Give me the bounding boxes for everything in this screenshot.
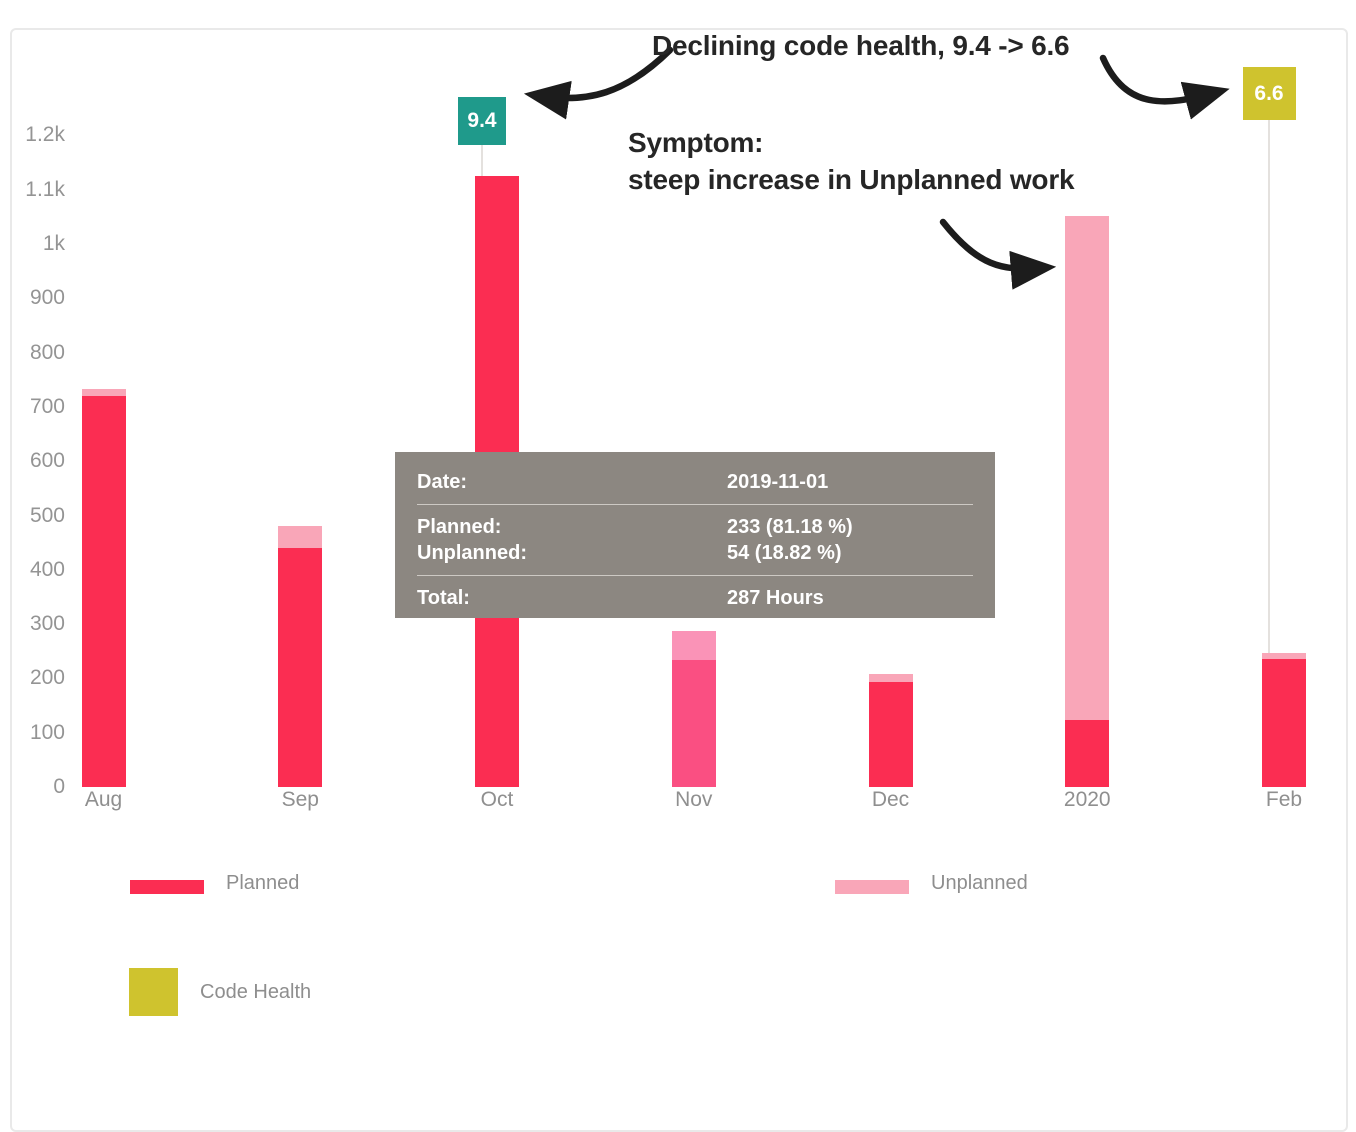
tooltip-total-label: Total: xyxy=(417,587,470,609)
tooltip-planned-row: Planned: 233 (81.18 %) xyxy=(417,514,973,540)
tooltip-date-label: Date: xyxy=(417,471,468,493)
bar-feb-unplanned-segment[interactable] xyxy=(1262,652,1306,659)
y-axis-tick-1.1k: 1.1k xyxy=(25,177,65,201)
planned-swatch-icon xyxy=(130,879,204,894)
bar-2020-planned-segment[interactable] xyxy=(1065,720,1110,787)
y-axis-tick-1k: 1k xyxy=(42,232,65,255)
y-axis-tick-900: 900 xyxy=(29,286,65,310)
unplanned-swatch-icon xyxy=(835,879,909,894)
x-axis-label-sep: Sep xyxy=(281,788,319,811)
tooltip-total-value: 287 Hours xyxy=(727,587,824,609)
stacked-bar-chart: 0 100 200 300 400 500 600 700 800 900 1k 1.1k 1.2k Au… xyxy=(25,67,1306,811)
legend-item-unplanned[interactable]: Unplanned xyxy=(835,872,1028,895)
tooltip-separator xyxy=(417,575,973,576)
y-axis-tick-500: 500 xyxy=(29,503,65,527)
legend-item-code-health[interactable]: Code Health xyxy=(129,968,311,1016)
legend-code-health-label: Code Health xyxy=(200,980,312,1003)
y-axis-tick-600: 600 xyxy=(29,449,65,473)
y-axis-tick-0: 0 xyxy=(53,775,65,798)
x-axis-label-oct: Oct xyxy=(480,788,514,811)
bar-nov-planned-segment[interactable] xyxy=(671,660,716,787)
y-axis-tick-200: 200 xyxy=(29,666,65,690)
bar-feb-planned-segment[interactable] xyxy=(1262,658,1306,787)
tooltip-planned-value: 233 (81.18 %) xyxy=(727,516,853,538)
legend-item-planned[interactable]: Planned xyxy=(130,872,299,895)
code-health-badge-feb[interactable]: 6.6 xyxy=(1242,67,1296,120)
code-health-swatch-icon xyxy=(129,968,178,1016)
bar-sep-unplanned-segment[interactable] xyxy=(278,525,323,549)
bar-nov-unplanned-segment[interactable] xyxy=(671,631,716,661)
tooltip-date-row: Date: 2019-11-01 xyxy=(417,469,973,495)
legend-unplanned-label: Unplanned xyxy=(931,872,1028,894)
code-health-connector-oct xyxy=(481,145,483,177)
bar-dec-unplanned-segment[interactable] xyxy=(868,674,913,683)
x-axis-label-aug: Aug xyxy=(84,788,123,811)
tooltip-date-value: 2019-11-01 xyxy=(727,471,829,493)
x-axis-label-dec: Dec xyxy=(871,788,910,811)
bar-aug-unplanned-segment[interactable] xyxy=(81,388,126,397)
tooltip-unplanned-row: Unplanned: 54 (18.82 %) xyxy=(417,540,973,566)
bar-dec-planned-segment[interactable] xyxy=(868,682,913,787)
tooltip: Date: 2019-11-01 Planned: 233 (81.18 %) … xyxy=(395,452,995,618)
x-axis-label-2020: 2020 xyxy=(1063,788,1111,811)
y-axis-tick-1.2k: 1.2k xyxy=(25,123,65,147)
tooltip-separator xyxy=(417,504,973,505)
x-axis-label-feb: Feb xyxy=(1265,788,1303,811)
bar-aug-planned-segment[interactable] xyxy=(81,396,126,787)
y-axis-tick-400: 400 xyxy=(29,557,65,581)
tooltip-unplanned-value: 54 (18.82 %) xyxy=(727,542,842,564)
code-health-connector-feb xyxy=(1268,120,1270,653)
annotation-symptom-line1: Symptom: xyxy=(628,127,764,158)
annotation-symptom-line2: steep increase in Unplanned work xyxy=(628,164,1075,195)
y-axis-tick-800: 800 xyxy=(29,340,65,364)
tooltip-planned-label: Planned: xyxy=(417,516,502,538)
y-axis-tick-100: 100 xyxy=(29,720,65,744)
code-health-badge-oct[interactable]: 9.4 xyxy=(458,97,506,145)
annotation-symptom: Symptom: steep increase in Unplanned wor… xyxy=(628,124,1075,198)
x-axis-label-nov: Nov xyxy=(675,788,713,811)
annotation-declining-code-health: Declining code health, 9.4 -> 6.6 xyxy=(652,30,1070,61)
bar-sep-planned-segment[interactable] xyxy=(278,548,323,787)
legend-planned-label: Planned xyxy=(226,872,300,894)
y-axis-tick-300: 300 xyxy=(29,612,65,636)
tooltip-total-row: Total: 287 Hours xyxy=(417,585,973,611)
y-axis-tick-700: 700 xyxy=(29,394,65,418)
bar-2020-unplanned-segment[interactable] xyxy=(1065,216,1110,721)
tooltip-unplanned-label: Unplanned: xyxy=(417,542,527,564)
